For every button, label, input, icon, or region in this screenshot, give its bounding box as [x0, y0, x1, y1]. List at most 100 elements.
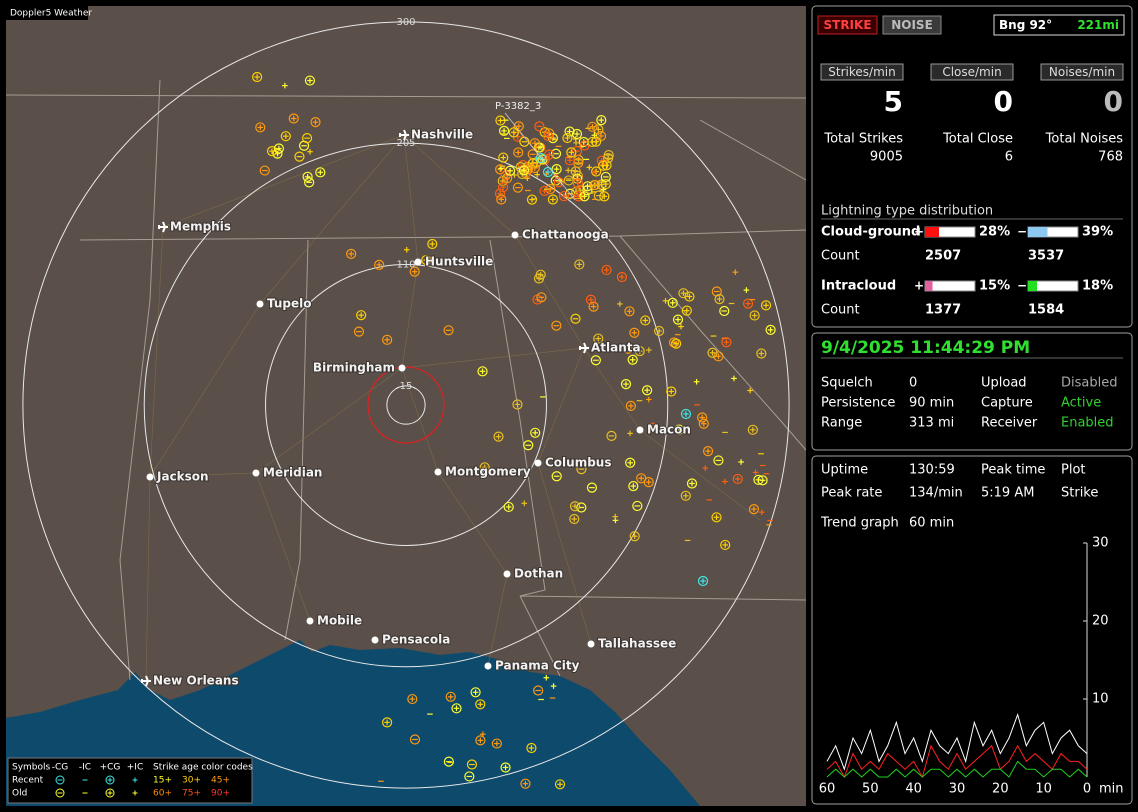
setting-label: Receiver — [981, 416, 1038, 431]
strike — [280, 131, 291, 142]
legend-symbol-ring — [105, 775, 115, 785]
city-dot — [414, 258, 422, 266]
strike-ring — [719, 305, 730, 317]
legend-symbol — [105, 775, 115, 785]
strike-ring — [678, 288, 689, 299]
strike — [562, 132, 573, 144]
type-name: Cloud-ground — [821, 225, 920, 240]
trend-x-tick-label: 10 — [1035, 782, 1052, 797]
strike-button-label: STRIKE — [823, 18, 871, 32]
strike-ring — [711, 286, 722, 297]
strike — [749, 310, 760, 321]
strike-ring — [674, 424, 685, 435]
strike — [470, 687, 481, 698]
strike — [684, 291, 695, 302]
strike — [502, 173, 513, 184]
strike — [667, 297, 678, 308]
strike — [765, 324, 776, 335]
strike-ring — [571, 128, 583, 140]
strike-ring — [475, 735, 486, 746]
city-label: New Orleans — [153, 674, 239, 688]
strike — [743, 287, 750, 293]
strike-ring — [353, 326, 365, 337]
strike — [632, 500, 643, 512]
strike-ring — [590, 179, 601, 191]
legend-symbols-label: Symbols — [12, 763, 51, 773]
strike — [504, 165, 516, 176]
airport-icon — [158, 221, 168, 233]
close-ring — [367, 366, 445, 444]
total-value: 768 — [1098, 150, 1123, 165]
strike-ring — [409, 734, 421, 745]
trend-x-tick-label: 60 — [819, 782, 836, 797]
city-label: Dothan — [514, 567, 563, 581]
distance: 221mi — [1077, 18, 1119, 32]
strike — [590, 179, 601, 191]
info-label: Peak rate — [821, 486, 882, 501]
strike — [512, 399, 523, 410]
strike — [282, 82, 288, 89]
strike — [579, 191, 590, 202]
bearing: Bng 92° — [999, 18, 1052, 32]
strike-ring — [526, 194, 538, 205]
strike — [533, 685, 544, 696]
strike-ring — [502, 173, 513, 184]
strike — [498, 182, 509, 193]
rate-header: Noises/min — [1049, 65, 1115, 79]
strike-ring — [671, 338, 682, 349]
settings-panel — [811, 332, 1133, 451]
strike — [680, 490, 691, 501]
strike-ring — [756, 348, 767, 359]
strike — [564, 155, 575, 166]
ring-label: 205 — [396, 138, 415, 149]
strike — [480, 731, 486, 737]
strike-ring — [558, 190, 570, 202]
strike — [513, 147, 524, 158]
city-label: Mobile — [317, 614, 362, 628]
strike — [600, 186, 607, 193]
strike — [543, 674, 550, 681]
strike — [742, 298, 754, 309]
strike-ring — [566, 147, 577, 158]
strike — [622, 343, 634, 354]
strike-ring — [579, 191, 590, 202]
map: 300 205 110 15 P-3382_3 Nashville Memphis Cha… — [5, 6, 807, 806]
strike — [477, 366, 488, 377]
strike — [606, 430, 617, 442]
strike — [403, 246, 410, 253]
strike — [587, 136, 598, 148]
city-dot — [146, 473, 154, 481]
count-label: Count — [821, 249, 860, 264]
airport-icon — [579, 342, 589, 354]
strike — [563, 175, 574, 186]
strike — [479, 462, 490, 473]
clock: 9/4/2025 11:44:29 PM — [821, 338, 1030, 358]
noise-button[interactable] — [882, 15, 942, 35]
strike-ring — [742, 298, 754, 309]
info-label: Uptime — [821, 463, 868, 478]
strike — [627, 354, 638, 365]
strike — [356, 310, 367, 321]
strike — [273, 143, 285, 154]
strike-ring — [628, 480, 639, 492]
strike-ring — [498, 182, 509, 193]
trend-y-tick-label: 10 — [1092, 692, 1109, 707]
strike — [732, 269, 739, 275]
strike-ring — [553, 177, 564, 188]
strike-ring — [562, 132, 573, 144]
strike — [598, 160, 609, 171]
strike — [407, 693, 418, 705]
strike-ring — [643, 477, 654, 488]
strike-ring — [625, 400, 636, 412]
strike — [381, 717, 393, 728]
strike-ring — [564, 126, 575, 137]
strike — [711, 286, 722, 297]
strike — [585, 294, 596, 305]
rate-header-box — [1040, 63, 1124, 81]
type-sign: − — [1017, 279, 1027, 293]
strike-button[interactable] — [817, 15, 878, 35]
strike — [643, 477, 654, 488]
storm-label: P-3382_3 — [495, 101, 541, 112]
strike — [702, 446, 714, 457]
strike-ring — [747, 424, 758, 435]
